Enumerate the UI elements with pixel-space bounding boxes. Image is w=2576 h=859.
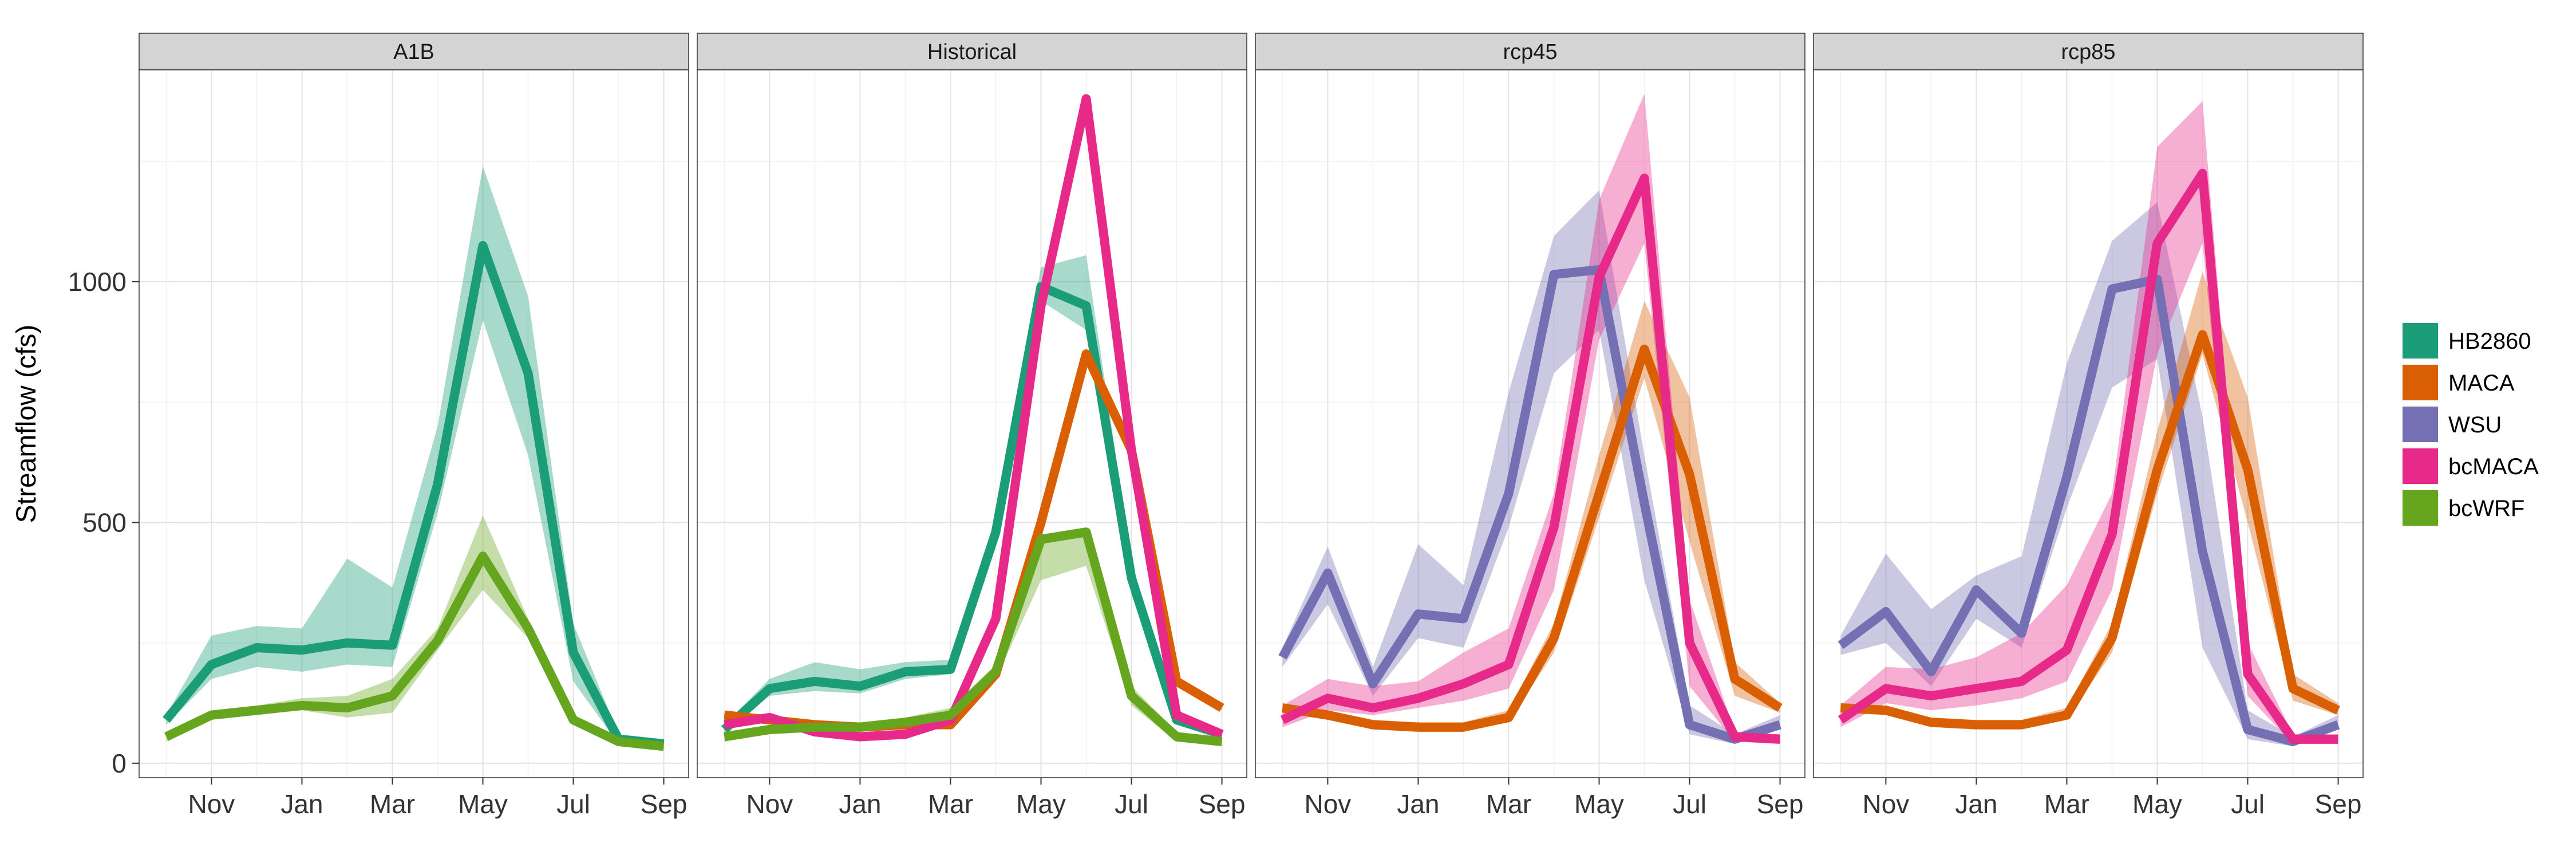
series-line-wsu <box>1278 265 1781 744</box>
panel-strip <box>139 33 689 70</box>
series-line-maca <box>1282 344 1783 732</box>
x-tick-label: Sep <box>641 789 688 819</box>
panel-strip <box>697 33 1247 70</box>
panel-border <box>697 69 1247 778</box>
x-tick-label: May <box>1574 789 1624 819</box>
y-tick-label: 0 <box>112 748 127 778</box>
series-line-bcwrf <box>164 551 665 751</box>
legend-label: bcWRF <box>2448 496 2524 521</box>
y-tick-label: 1000 <box>68 267 127 297</box>
x-tick-label: Jul <box>556 789 590 819</box>
series-line-maca <box>1840 330 2340 730</box>
ribbon-maca <box>1840 272 2338 730</box>
legend-swatch <box>2403 365 2438 400</box>
panel-title: Historical <box>927 40 1017 64</box>
ribbon-maca <box>1282 301 1780 732</box>
panel-title: rcp85 <box>2061 40 2115 64</box>
x-tick-label: Jan <box>839 789 881 819</box>
panel-a1b: A1B Nov Jan Mar May Jul Sep 0 500 1000 <box>68 33 689 819</box>
y-axis-title: Streamflow (cfs) <box>11 325 42 523</box>
legend-item-hb2860: HB2860 <box>2401 321 2531 360</box>
legend-swatch <box>2403 448 2438 484</box>
panels: A1B Nov Jan Mar May Jul Sep 0 500 1000 Historical N… <box>68 33 2364 819</box>
legend-item-maca: MACA <box>2401 363 2515 402</box>
legend-label: WSU <box>2448 412 2502 438</box>
x-tick-label: Sep <box>1757 789 1804 819</box>
panel-historical: Historical Nov Jan Mar May Jul Sep <box>697 33 1247 819</box>
legend-label: bcMACA <box>2448 454 2539 479</box>
series-line-wsu <box>1838 274 2340 746</box>
legend-swatch <box>2403 407 2438 442</box>
panel-strip <box>1813 33 2364 70</box>
x-tick-label: May <box>458 789 508 819</box>
x-tick-label: Mar <box>1486 789 1531 819</box>
legend-label: MACA <box>2448 371 2515 396</box>
legend-label: HB2860 <box>2448 329 2531 354</box>
x-tick-label: Jul <box>1673 789 1706 819</box>
series-line-bcmaca <box>1280 174 1780 744</box>
panel-border <box>1813 69 2364 778</box>
series-line-bcmaca <box>1838 168 2338 744</box>
x-tick-label: Mar <box>928 789 973 819</box>
legend-item-bcmaca: bcMACA <box>2401 447 2539 486</box>
plot-area <box>1814 70 2363 778</box>
x-tick-label: Jan <box>280 789 323 819</box>
legend-item-wsu: WSU <box>2401 405 2502 444</box>
plot-area <box>1255 70 1805 778</box>
x-tick-label: Mar <box>2044 789 2089 819</box>
panel-border <box>1255 69 1805 778</box>
x-tick-label: Nov <box>1305 789 1352 819</box>
panel-strip <box>1255 33 1805 70</box>
series-line-hb2860 <box>163 241 665 749</box>
x-tick-label: Jan <box>1397 789 1439 819</box>
x-tick-label: Mar <box>370 789 415 819</box>
x-tick-label: Jan <box>1955 789 1997 819</box>
panel-title: A1B <box>393 40 434 64</box>
x-tick-label: Jul <box>2231 789 2265 819</box>
legend: HB2860 MACA WSU bcMACA bcWRF <box>2401 321 2539 527</box>
legend-item-bcwrf: bcWRF <box>2401 488 2524 527</box>
series-line-bcwrf <box>724 527 1223 746</box>
x-tick-label: Nov <box>746 789 793 819</box>
ribbon-wsu <box>1282 190 1780 744</box>
x-tick-label: Sep <box>1199 789 1246 819</box>
series-line-hb2860 <box>721 282 1223 739</box>
panel-border <box>139 69 689 778</box>
panel-title: rcp45 <box>1503 40 1557 64</box>
x-tick-label: Nov <box>188 789 235 819</box>
x-tick-label: May <box>1016 789 1066 819</box>
x-tick-label: Sep <box>2315 789 2362 819</box>
y-tick-label: 500 <box>82 507 127 537</box>
panel-rcp45: rcp45 Nov Jan Mar May Jul Sep <box>1255 33 1805 819</box>
legend-swatch <box>2403 490 2438 526</box>
x-tick-label: Nov <box>1863 789 1910 819</box>
legend-swatch <box>2403 323 2438 358</box>
panel-rcp85: rcp85 Nov Jan Mar May Jul Sep <box>1813 33 2364 819</box>
x-tick-label: Jul <box>1115 789 1148 819</box>
x-tick-label: May <box>2132 789 2182 819</box>
